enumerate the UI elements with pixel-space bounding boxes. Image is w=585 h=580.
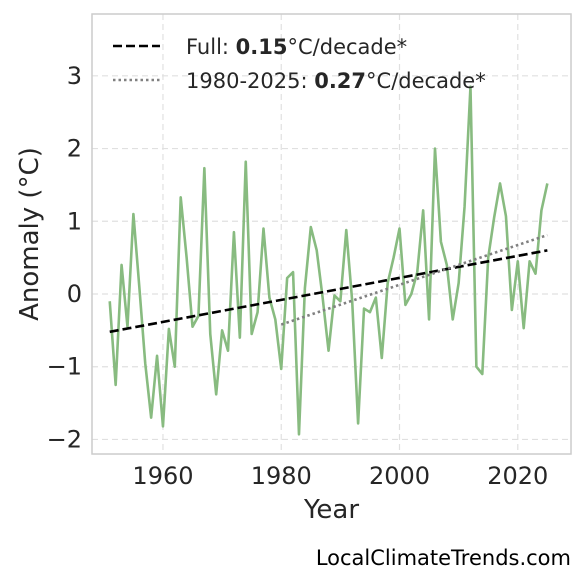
x-tick-label: 1960 <box>132 462 193 490</box>
full-trend-line <box>109 249 548 334</box>
y-tick-label: 1 <box>67 207 82 235</box>
anomaly-series-line <box>108 85 549 436</box>
y-axis-label: Anomaly (°C) <box>15 147 45 321</box>
x-tick-label: 2020 <box>487 462 548 490</box>
y-tick-label: −2 <box>47 425 82 453</box>
x-tick-labels: 1960 1980 2000 2020 <box>132 462 548 490</box>
y-tick-label: 2 <box>67 135 82 163</box>
x-axis-label: Year <box>303 495 359 525</box>
y-tick-labels: −2 −1 0 1 2 3 <box>47 62 82 454</box>
y-tick-label: −1 <box>47 353 82 381</box>
y-tick-label: 3 <box>67 62 82 90</box>
attribution-text: LocalClimateTrends.com <box>315 546 571 570</box>
x-tick-label: 2000 <box>369 462 430 490</box>
legend: Full: 0.15°C/decade* 1980-2025: 0.27°C/de… <box>113 35 486 93</box>
x-tick-label: 1980 <box>251 462 312 490</box>
legend-full-label: Full: 0.15°C/decade* <box>186 35 407 59</box>
y-tick-label: 0 <box>67 280 82 308</box>
plot-frame <box>91 13 572 455</box>
legend-recent-label: 1980-2025: 0.27°C/decade* <box>186 69 486 93</box>
series-layer <box>108 85 549 436</box>
